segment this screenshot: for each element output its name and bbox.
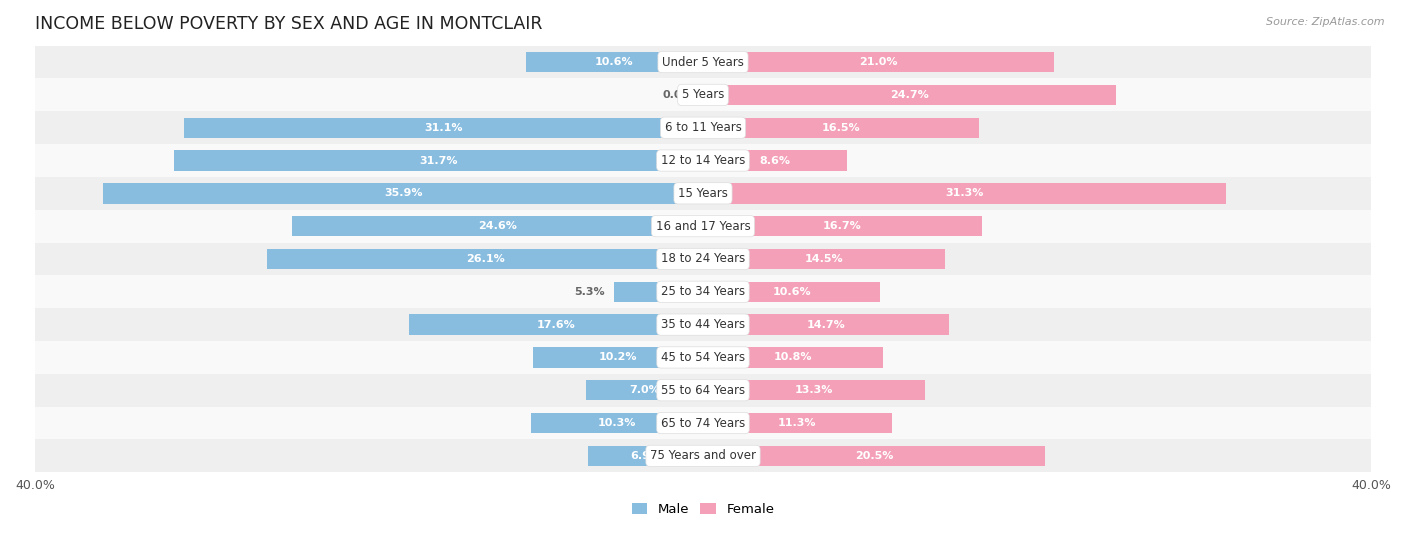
Text: 14.7%: 14.7% [807,320,845,330]
Bar [533,347,703,368]
Text: 20.5%: 20.5% [855,451,893,461]
Text: 18 to 24 Years: 18 to 24 Years [661,253,745,266]
Bar [703,117,979,138]
Text: 5 Years: 5 Years [682,88,724,101]
Bar [703,216,981,236]
Text: 17.6%: 17.6% [537,320,575,330]
Text: 35.9%: 35.9% [384,188,422,198]
Text: 31.7%: 31.7% [419,155,457,165]
Bar [703,282,880,302]
Bar [35,210,1371,243]
Text: 24.7%: 24.7% [890,90,928,100]
Text: 31.1%: 31.1% [425,123,463,132]
Text: 31.3%: 31.3% [945,188,984,198]
Bar [35,78,1371,111]
Text: 10.3%: 10.3% [598,418,636,428]
Text: 65 to 74 Years: 65 to 74 Years [661,416,745,429]
Bar [703,85,1115,105]
Bar [703,446,1046,466]
Text: 10.8%: 10.8% [773,352,813,362]
Text: 15 Years: 15 Years [678,187,728,200]
Bar [614,282,703,302]
Text: 25 to 34 Years: 25 to 34 Years [661,285,745,299]
Text: 10.2%: 10.2% [599,352,637,362]
Bar [267,249,703,269]
Text: 0.0%: 0.0% [662,90,693,100]
Bar [588,446,703,466]
Text: 16.7%: 16.7% [823,221,862,231]
Text: INCOME BELOW POVERTY BY SEX AND AGE IN MONTCLAIR: INCOME BELOW POVERTY BY SEX AND AGE IN M… [35,15,543,33]
Text: 16.5%: 16.5% [821,123,860,132]
Text: 12 to 14 Years: 12 to 14 Years [661,154,745,167]
Bar [531,413,703,433]
Bar [703,150,846,170]
Text: 75 Years and over: 75 Years and over [650,449,756,462]
Text: 6 to 11 Years: 6 to 11 Years [665,121,741,134]
Text: 8.6%: 8.6% [759,155,790,165]
Bar [703,347,883,368]
Bar [586,380,703,400]
Text: 7.0%: 7.0% [628,385,659,395]
Bar [703,249,945,269]
Text: 10.6%: 10.6% [772,287,811,297]
Bar [703,413,891,433]
Bar [703,183,1226,203]
Bar [173,150,703,170]
Bar [184,117,703,138]
Text: 14.5%: 14.5% [804,254,844,264]
Text: 45 to 54 Years: 45 to 54 Years [661,351,745,364]
Bar [703,314,949,335]
Bar [703,52,1053,72]
Text: 16 and 17 Years: 16 and 17 Years [655,220,751,233]
Text: 26.1%: 26.1% [465,254,505,264]
Text: 24.6%: 24.6% [478,221,517,231]
Bar [292,216,703,236]
Bar [35,46,1371,78]
Text: 11.3%: 11.3% [778,418,817,428]
Bar [35,111,1371,144]
Bar [35,243,1371,276]
Bar [703,380,925,400]
Bar [409,314,703,335]
Text: 13.3%: 13.3% [794,385,834,395]
Bar [35,276,1371,308]
Bar [35,406,1371,439]
Bar [35,374,1371,406]
Text: Under 5 Years: Under 5 Years [662,55,744,69]
Bar [526,52,703,72]
Text: 55 to 64 Years: 55 to 64 Years [661,383,745,397]
Bar [35,308,1371,341]
Text: 6.9%: 6.9% [630,451,661,461]
Text: 21.0%: 21.0% [859,57,897,67]
Bar [35,439,1371,472]
Text: 5.3%: 5.3% [574,287,605,297]
Bar [35,177,1371,210]
Bar [35,144,1371,177]
Text: 35 to 44 Years: 35 to 44 Years [661,318,745,331]
Text: Source: ZipAtlas.com: Source: ZipAtlas.com [1267,17,1385,27]
Text: 10.6%: 10.6% [595,57,634,67]
Bar [35,341,1371,374]
Bar [104,183,703,203]
Legend: Male, Female: Male, Female [626,498,780,521]
